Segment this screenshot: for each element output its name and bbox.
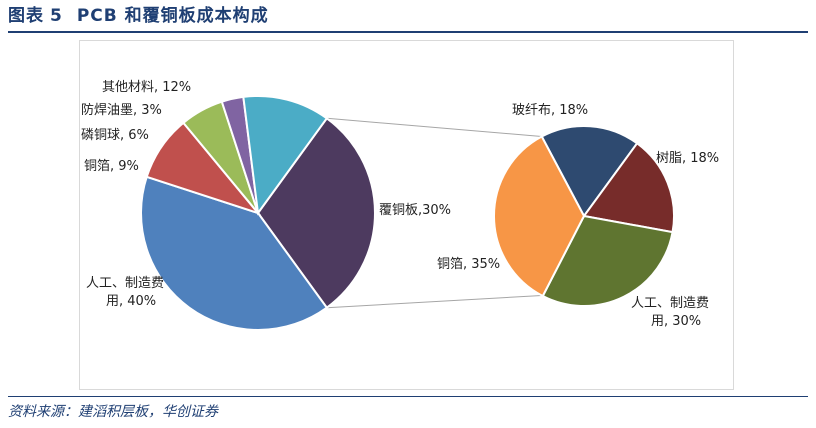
main-slice-覆铜板 [256,116,376,310]
connector-lines [326,117,542,309]
sub-slice-人工-制造费用 [541,214,674,307]
slice-labels: 覆铜板,30% 人工、制造费用, 40% 铜箔, 9% 磷铜球, 6% 防焊油墨, 3%… [81,80,719,329]
title-rule [8,31,808,33]
main-label-覆铜板: 覆铜板,30% [379,203,451,218]
figure-title: 图表 5 PCB 和覆铜板成本构成 [8,4,269,28]
main-label-铜箔: 铜箔, 9% [84,158,139,174]
sub-label-树脂: 树脂, 18% [656,151,719,166]
figure-number: 5 [50,6,63,26]
sub-slice-树脂 [582,141,675,234]
sub-slice-铜箔 [493,135,586,298]
sub-label-人工-制造费用: 人工、制造费用, 30% [631,296,709,329]
main-label-磷铜球: 磷铜球, 6% [81,128,149,143]
sub-label-铜箔: 铜箔, 35% [437,256,500,272]
main-pie [140,95,376,331]
main-slice-人工-制造费用 [140,175,329,331]
secondary-pie [493,125,675,307]
main-slice-其他材料 [242,95,329,216]
sub-label-玻纤布: 玻纤布, 18% [512,103,588,118]
figure-label: 图表 [8,6,44,26]
main-label-其他材料: 其他材料, 12% [102,80,191,95]
source-note: 资料来源：建滔积层板，华创证券 [8,404,218,420]
chart-frame [79,40,734,390]
connector-line-top [326,117,542,137]
main-label-防焊油墨: 防焊油墨, 3% [81,102,162,118]
source-rule [8,396,808,397]
figure-title-text: PCB 和覆铜板成本构成 [76,6,269,26]
sub-slice-玻纤布 [540,125,639,218]
connector-line-bottom [326,295,542,309]
main-label-人工-制造费用: 人工、制造费用, 40% [86,276,164,309]
